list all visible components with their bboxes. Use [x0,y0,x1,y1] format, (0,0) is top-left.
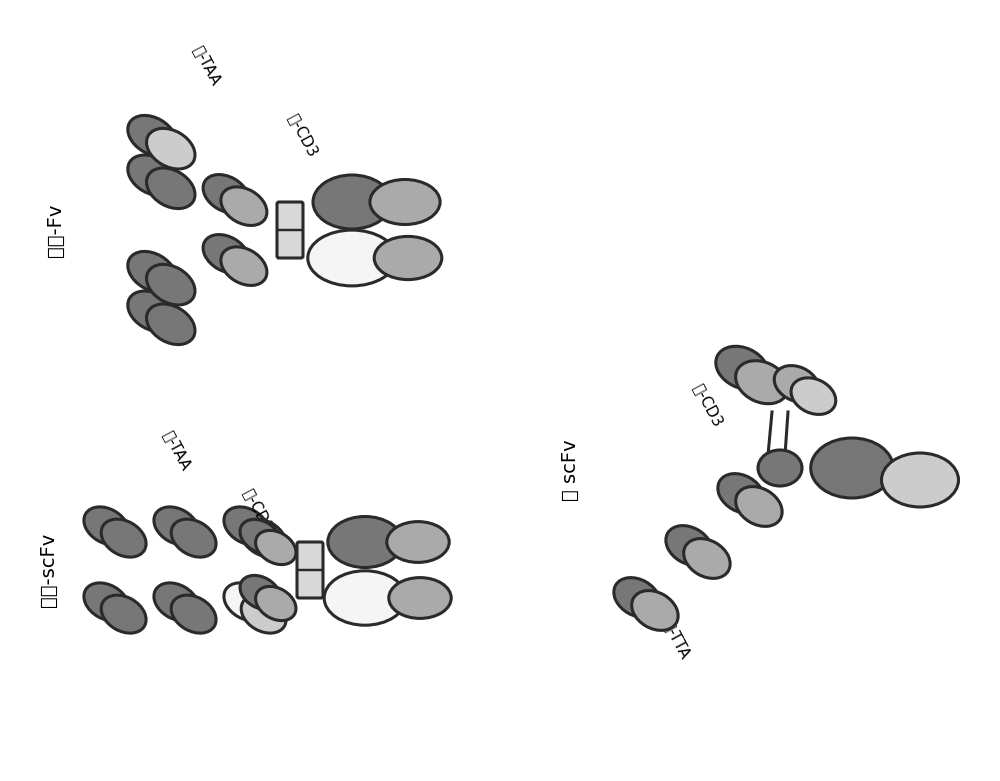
Ellipse shape [221,187,267,226]
Ellipse shape [84,583,129,621]
Text: 中心-Fv: 中心-Fv [46,203,64,257]
Ellipse shape [147,304,195,344]
Ellipse shape [387,522,449,562]
Text: 抗-TTA: 抗-TTA [660,619,692,662]
Ellipse shape [128,155,176,195]
Ellipse shape [308,230,396,286]
Ellipse shape [240,519,280,554]
Ellipse shape [718,473,764,513]
Ellipse shape [154,583,199,621]
Text: 抗-CD3: 抗-CD3 [240,486,275,534]
Ellipse shape [147,128,195,169]
Ellipse shape [171,519,216,557]
Ellipse shape [203,234,249,273]
Ellipse shape [614,578,660,618]
Ellipse shape [224,507,269,545]
Ellipse shape [224,583,269,621]
Ellipse shape [328,516,402,568]
Ellipse shape [758,450,802,486]
Ellipse shape [256,530,296,565]
Ellipse shape [736,361,788,404]
Ellipse shape [882,453,958,507]
Text: 抗-CD3: 抗-CD3 [690,381,725,430]
Ellipse shape [811,438,893,498]
Ellipse shape [241,519,286,557]
Text: 抗-TAA: 抗-TAA [160,428,193,473]
Ellipse shape [128,251,176,292]
Ellipse shape [221,247,267,285]
FancyBboxPatch shape [277,202,303,258]
Ellipse shape [240,576,280,610]
Ellipse shape [632,590,678,630]
Text: 抗-TAA: 抗-TAA [190,43,223,87]
Ellipse shape [147,265,195,305]
Ellipse shape [791,378,836,415]
Ellipse shape [171,595,216,633]
Ellipse shape [101,519,146,557]
Ellipse shape [324,571,406,626]
Ellipse shape [241,595,286,633]
Ellipse shape [716,346,768,390]
Ellipse shape [101,595,146,633]
Ellipse shape [203,175,249,213]
Ellipse shape [128,291,176,332]
Ellipse shape [736,487,782,526]
Text: 抗-CD3: 抗-CD3 [285,111,320,159]
Ellipse shape [370,180,440,224]
Ellipse shape [84,507,129,545]
Ellipse shape [128,116,176,156]
Ellipse shape [313,175,391,229]
Ellipse shape [374,237,442,280]
Ellipse shape [389,578,451,619]
Text: 双 scFv: 双 scFv [560,439,580,501]
Ellipse shape [256,587,296,621]
FancyBboxPatch shape [297,542,323,598]
Ellipse shape [666,526,712,565]
Text: 中心-scFv: 中心-scFv [38,533,58,607]
Ellipse shape [774,366,819,402]
Ellipse shape [684,539,730,579]
Ellipse shape [154,507,199,545]
Ellipse shape [147,168,195,209]
